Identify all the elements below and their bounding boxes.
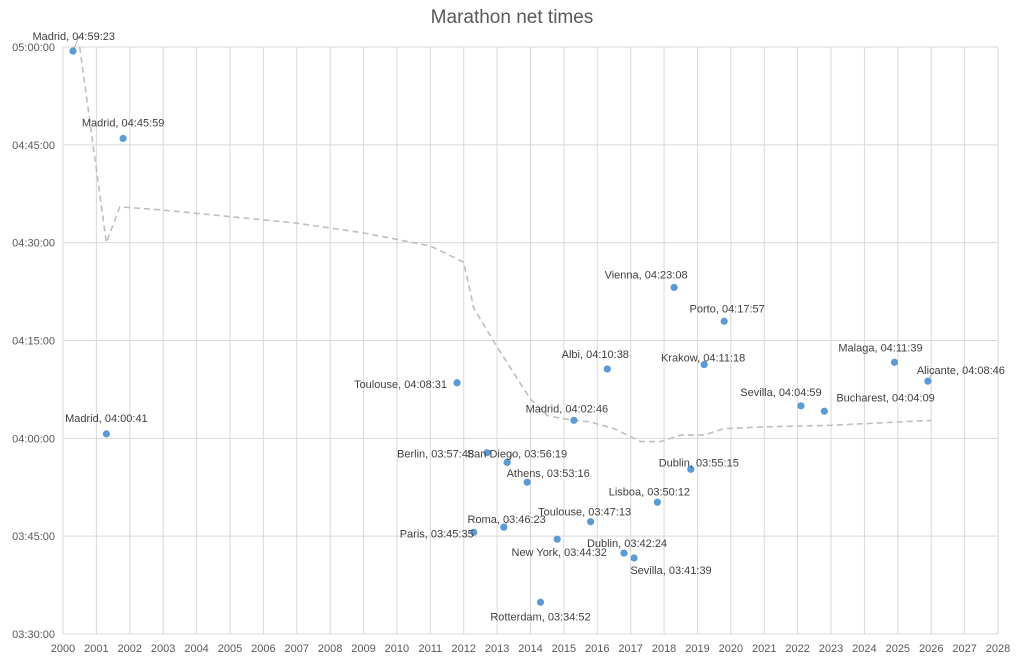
data-point bbox=[453, 379, 461, 387]
x-tick-label: 2012 bbox=[451, 643, 475, 655]
x-tick-label: 2006 bbox=[251, 643, 275, 655]
data-label: Dublin, 03:42:24 bbox=[587, 538, 667, 550]
x-tick-label: 2007 bbox=[285, 643, 309, 655]
data-label: Madrid, 04:00:41 bbox=[65, 413, 148, 425]
x-axis-tick-labels: 2000 2001 2002 2003 2004 2005 2006 2007 2008 2009… bbox=[51, 643, 1010, 655]
data-label: New York, 03:44:32 bbox=[512, 547, 607, 559]
data-label: Porto, 04:17:57 bbox=[690, 303, 765, 315]
data-point bbox=[687, 465, 695, 473]
x-tick-label: 2008 bbox=[318, 643, 342, 655]
data-label: Toulouse, 04:08:31 bbox=[354, 379, 447, 391]
x-tick-label: 2010 bbox=[385, 643, 409, 655]
x-tick-label: 2001 bbox=[84, 643, 108, 655]
x-tick-label: 2022 bbox=[785, 643, 809, 655]
data-label: Albi, 04:10:38 bbox=[562, 349, 629, 361]
data-point bbox=[570, 416, 578, 424]
y-tick-label: 04:00:00 bbox=[12, 433, 55, 445]
x-tick-label: 2016 bbox=[585, 643, 609, 655]
data-points bbox=[69, 47, 932, 606]
data-point bbox=[500, 523, 508, 531]
data-point bbox=[924, 377, 932, 385]
data-point bbox=[720, 317, 728, 325]
data-labels: Madrid, 04:59:23 Madrid, 04:45:59 Madrid, … bbox=[32, 31, 1004, 623]
x-tick-label: 2011 bbox=[418, 643, 442, 655]
data-label: Madrid, 04:02:46 bbox=[526, 403, 609, 415]
y-tick-label: 03:30:00 bbox=[12, 629, 55, 641]
x-tick-label: 2005 bbox=[218, 643, 242, 655]
x-tick-label: 2026 bbox=[919, 643, 943, 655]
data-label: Lisboa, 03:50:12 bbox=[609, 486, 690, 498]
data-label: Madrid, 04:45:59 bbox=[82, 117, 165, 129]
data-point bbox=[503, 458, 511, 466]
data-label: Malaga, 04:11:39 bbox=[838, 342, 922, 354]
x-tick-label: 2025 bbox=[886, 643, 910, 655]
x-tick-label: 2002 bbox=[118, 643, 142, 655]
data-point bbox=[102, 430, 111, 438]
y-tick-label: 03:45:00 bbox=[12, 531, 55, 543]
y-tick-label: 04:45:00 bbox=[12, 140, 55, 152]
x-tick-label: 2027 bbox=[952, 643, 976, 655]
data-label: San Diego, 03:56:19 bbox=[467, 448, 567, 460]
data-point bbox=[553, 535, 561, 543]
trendline bbox=[78, 46, 932, 443]
data-point bbox=[890, 358, 899, 366]
data-label: Vienna, 04:23:08 bbox=[605, 269, 688, 281]
data-label: Rotterdam, 03:34:52 bbox=[490, 611, 590, 623]
data-point bbox=[670, 283, 678, 292]
data-point bbox=[536, 598, 545, 606]
data-label: Sevilla, 04:04:59 bbox=[740, 387, 821, 399]
data-label: Alicante, 04:08:46 bbox=[917, 365, 1005, 377]
chart-gridlines bbox=[62, 46, 999, 635]
data-label: Bucharest, 04:04:09 bbox=[836, 392, 934, 404]
y-tick-label: 04:30:00 bbox=[12, 238, 55, 250]
data-label: Dublin, 03:55:15 bbox=[659, 457, 739, 469]
data-label: Paris, 03:45:35 bbox=[400, 528, 474, 540]
x-tick-label: 2009 bbox=[351, 643, 375, 655]
data-label: Berlin, 03:57:48 bbox=[397, 449, 474, 461]
data-label: Athens, 03:53:16 bbox=[507, 468, 590, 480]
data-point bbox=[523, 478, 531, 486]
x-tick-label: 2004 bbox=[184, 643, 208, 655]
x-tick-label: 2020 bbox=[719, 643, 743, 655]
x-tick-label: 2000 bbox=[51, 643, 75, 655]
data-point bbox=[69, 47, 77, 55]
data-label: Madrid, 04:59:23 bbox=[32, 31, 115, 43]
data-point bbox=[470, 528, 478, 536]
data-point bbox=[630, 554, 638, 562]
data-point bbox=[620, 549, 628, 557]
x-tick-label: 2013 bbox=[485, 643, 509, 655]
data-point bbox=[119, 134, 127, 143]
y-tick-label: 05:00:00 bbox=[12, 42, 55, 54]
data-point bbox=[797, 402, 805, 410]
x-tick-label: 2003 bbox=[151, 643, 175, 655]
data-point bbox=[653, 498, 661, 506]
data-point bbox=[587, 518, 595, 526]
x-tick-label: 2021 bbox=[752, 643, 776, 655]
data-point bbox=[603, 365, 611, 373]
data-point bbox=[820, 407, 828, 415]
data-point bbox=[483, 449, 491, 457]
data-point bbox=[700, 361, 708, 369]
data-label: Roma, 03:46:23 bbox=[468, 514, 546, 526]
x-tick-label: 2028 bbox=[986, 643, 1010, 655]
x-tick-label: 2017 bbox=[618, 643, 642, 655]
x-tick-label: 2018 bbox=[652, 643, 676, 655]
x-tick-label: 2015 bbox=[552, 643, 576, 655]
x-tick-label: 2014 bbox=[518, 643, 542, 655]
chart-title: Marathon net times bbox=[431, 7, 594, 28]
y-axis-tick-labels: 03:30:00 03:45:00 04:00:00 04:15:00 04:30:00… bbox=[12, 42, 55, 641]
data-label: Sevilla, 03:41:39 bbox=[630, 565, 711, 577]
x-tick-label: 2023 bbox=[819, 643, 843, 655]
y-tick-label: 04:15:00 bbox=[12, 336, 55, 348]
data-label: Krakow, 04:11:18 bbox=[661, 353, 745, 365]
x-tick-label: 2024 bbox=[852, 643, 876, 655]
x-tick-label: 2019 bbox=[685, 643, 709, 655]
data-label: Toulouse, 03:47:13 bbox=[538, 507, 631, 519]
